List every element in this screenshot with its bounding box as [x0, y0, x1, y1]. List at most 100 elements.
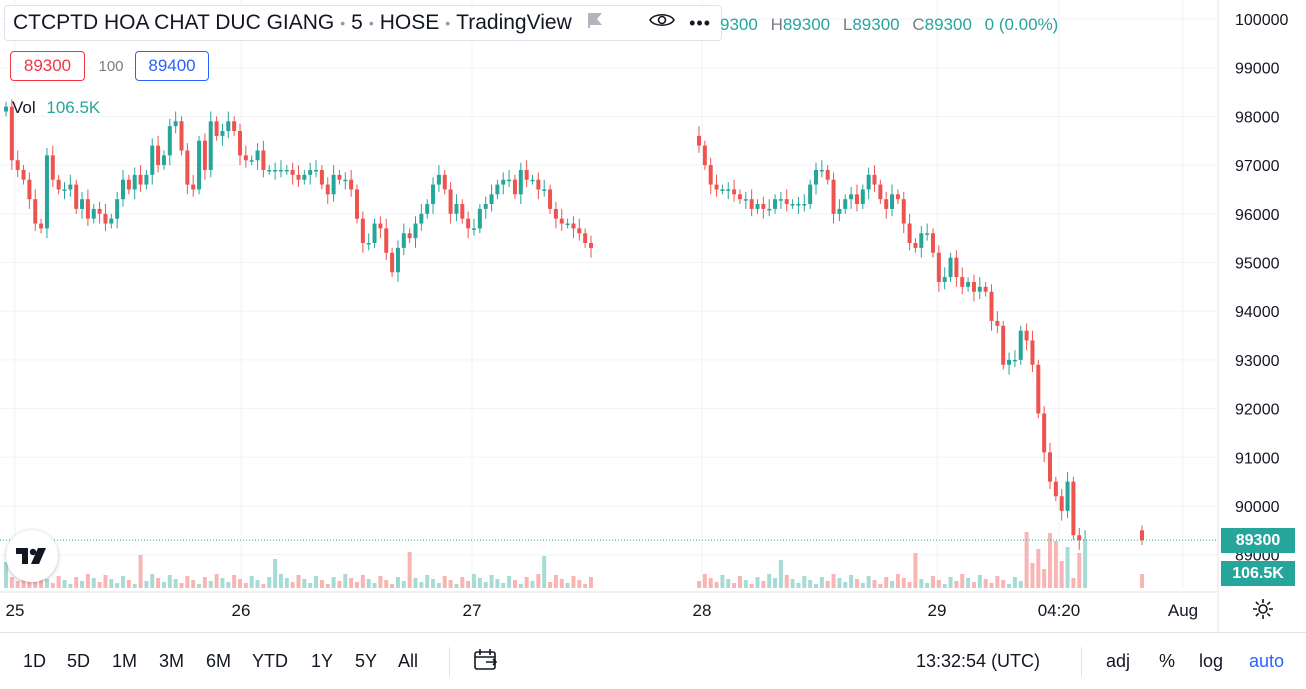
volume-bar	[512, 580, 517, 588]
more-icon[interactable]: •••	[689, 12, 711, 33]
candle-body	[360, 218, 365, 244]
separator-dot: •	[340, 15, 346, 31]
volume-bar	[68, 584, 73, 588]
candle-body	[536, 179, 541, 190]
volume-bar	[80, 581, 85, 588]
bottom-toolbar: 1D 5D 1M 3M 6M YTD 1Y 5Y All 13:32:54 (U…	[0, 632, 1306, 689]
volume-bar	[559, 579, 564, 588]
candle-body	[761, 204, 766, 209]
volume-bar	[907, 582, 912, 588]
volume-bar	[419, 582, 424, 588]
high-label: H	[770, 15, 783, 34]
volume-bar	[977, 575, 982, 588]
flag-icon[interactable]	[586, 11, 604, 35]
x-tick-label: 26	[232, 601, 251, 620]
volume-bar	[150, 574, 155, 588]
volume-bar	[33, 582, 38, 588]
candle-body	[483, 204, 488, 209]
volume-bar	[126, 580, 131, 588]
auto-toggle[interactable]: auto	[1249, 651, 1285, 671]
volume-bar	[355, 582, 359, 588]
candle-body	[466, 218, 471, 229]
clock-time[interactable]: 13:32:54 (UTC)	[916, 651, 1041, 671]
date-range-icon[interactable]	[472, 647, 500, 678]
volume-bar	[50, 583, 55, 588]
volume-bar	[732, 583, 737, 588]
candle-body	[214, 121, 219, 136]
volume-bar	[425, 575, 430, 588]
spread-value: 100	[92, 51, 130, 81]
volume-bar	[749, 584, 754, 588]
volume-bar	[442, 576, 447, 588]
volume-bar	[1065, 547, 1070, 588]
volume-bar	[308, 583, 313, 588]
y-tick-label: 100000	[1235, 12, 1288, 29]
candle-body	[1018, 330, 1023, 360]
volume-bar	[966, 578, 971, 588]
chart-canvas[interactable]: 100000 99000 98000 97000 96000 95000 94000 9300…	[0, 0, 1306, 632]
candle-body	[355, 189, 359, 219]
symbol-legend[interactable]: CTCPTD HOA CHAT DUC GIANG • 5 • HOSE • T…	[4, 5, 722, 41]
settings-gear-icon[interactable]	[1252, 598, 1274, 625]
candle-body	[4, 106, 8, 112]
candle-body	[472, 228, 476, 230]
candle-body	[150, 145, 155, 175]
candle-body	[743, 199, 748, 201]
volume-bar	[814, 584, 818, 588]
volume-bar	[319, 580, 324, 588]
range-all-button[interactable]: All	[398, 651, 419, 671]
candle-body	[284, 169, 289, 172]
candle-body	[185, 150, 190, 185]
candle-body	[126, 179, 131, 190]
volume-bar	[232, 575, 237, 588]
volume-bar	[62, 580, 67, 588]
range-1m-button[interactable]: 1M	[112, 651, 138, 671]
symbol-name: CTCPTD HOA CHAT DUC GIANG	[13, 11, 335, 34]
volume-bar	[360, 575, 365, 588]
candle-body	[773, 199, 778, 209]
volume-bar	[542, 556, 547, 588]
sell-button[interactable]: 89300	[10, 51, 85, 81]
volume-bar	[27, 578, 32, 588]
candle-body	[448, 189, 453, 214]
range-3m-button[interactable]: 3M	[159, 651, 185, 671]
range-ytd-button[interactable]: YTD	[252, 651, 288, 671]
range-5y-button[interactable]: 5Y	[355, 651, 378, 671]
candle-body	[942, 277, 947, 282]
candle-body	[109, 218, 114, 224]
range-1y-button[interactable]: 1Y	[311, 651, 334, 671]
volume-bar	[267, 577, 272, 588]
volume-bar	[565, 583, 570, 588]
buy-button[interactable]: 89400	[135, 51, 209, 81]
candle-body	[85, 199, 90, 219]
eye-icon[interactable]	[649, 11, 676, 35]
tradingview-logo[interactable]	[6, 530, 58, 582]
volume-bar	[866, 576, 871, 588]
volume-bar	[936, 580, 941, 588]
candle-body	[232, 121, 237, 132]
volume-bar	[121, 576, 125, 588]
range-6m-button[interactable]: 6M	[206, 651, 232, 671]
log-toggle[interactable]: log	[1199, 651, 1224, 671]
candle-body	[977, 286, 982, 292]
volume-bar	[831, 574, 836, 588]
range-5d-button[interactable]: 5D	[67, 651, 91, 671]
volume-bar	[1140, 574, 1144, 588]
volume-bar	[436, 583, 441, 588]
volume-bar	[331, 577, 336, 588]
volume-legend[interactable]: Vol 106.5K	[12, 98, 100, 118]
adj-toggle[interactable]: adj	[1106, 651, 1131, 671]
candle-body	[138, 174, 143, 185]
candle-body	[925, 233, 930, 235]
range-1d-button[interactable]: 1D	[23, 651, 47, 671]
percent-toggle[interactable]: %	[1159, 651, 1176, 671]
candle-body	[849, 194, 854, 200]
volume-bar	[767, 574, 772, 588]
candle-body	[267, 169, 272, 172]
volume-bar	[349, 578, 354, 588]
volume-bar	[854, 579, 859, 588]
volume-bar	[278, 574, 283, 588]
candle-body	[1042, 413, 1047, 453]
x-tick-label: 28	[693, 601, 712, 620]
volume-bar	[191, 580, 196, 588]
